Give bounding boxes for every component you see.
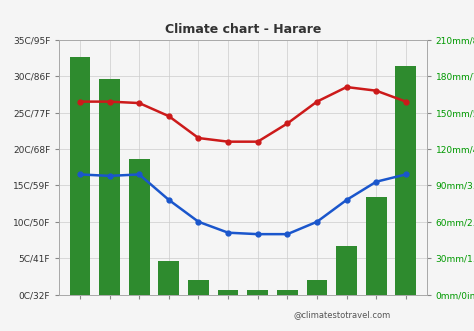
Max (166, 114, 172, 118)
Bar (307, 280, 328, 295)
Legend: Prec, Min, Max: Prec, Min, Max (64, 328, 223, 331)
Max (374, 89, 379, 93)
Min (166, 198, 172, 202)
Max (107, 100, 112, 104)
Max (77, 100, 83, 104)
Max (314, 100, 320, 104)
Bar (218, 290, 238, 295)
Min (225, 231, 231, 235)
Min (314, 220, 320, 224)
Title: Climate chart - Harare: Climate chart - Harare (165, 23, 321, 36)
Min (77, 172, 83, 176)
Bar (99, 78, 120, 295)
Max (284, 121, 290, 125)
Bar (336, 246, 357, 295)
Line: Max: Max (78, 85, 408, 144)
Bar (70, 57, 91, 295)
Bar (366, 198, 387, 295)
Min (107, 174, 112, 178)
Min (403, 172, 409, 176)
Bar (277, 290, 298, 295)
Bar (395, 67, 416, 295)
Max (344, 85, 349, 89)
Min (374, 180, 379, 184)
Bar (158, 260, 179, 295)
Min (344, 198, 349, 202)
Line: Min: Min (78, 172, 408, 237)
Max (137, 101, 142, 105)
Min (255, 232, 261, 236)
Bar (129, 159, 150, 295)
Max (225, 140, 231, 144)
Min (137, 172, 142, 176)
Min (196, 220, 201, 224)
Bar (188, 280, 209, 295)
Text: @climatestotravel.com: @climatestotravel.com (294, 310, 391, 319)
Bar (247, 290, 268, 295)
Max (196, 136, 201, 140)
Max (255, 140, 261, 144)
Min (284, 232, 290, 236)
Max (403, 100, 409, 104)
